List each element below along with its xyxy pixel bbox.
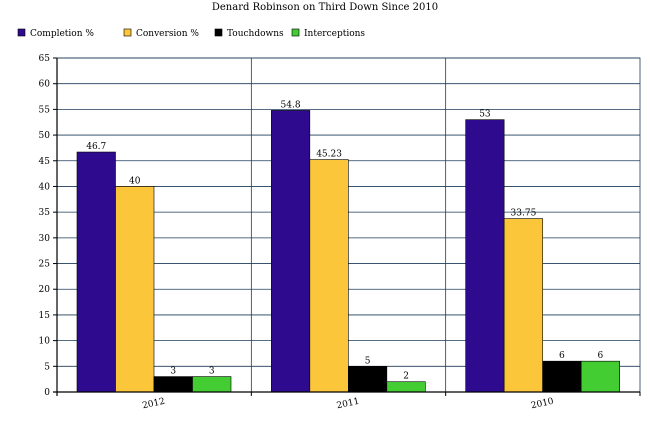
- data-label: 6: [559, 351, 565, 361]
- y-tick-label: 20: [39, 285, 51, 295]
- y-tick-label: 50: [39, 131, 51, 141]
- y-tick-label: 35: [39, 208, 51, 218]
- legend-label: Conversion %: [136, 29, 199, 39]
- y-tick-label: 0: [44, 388, 50, 398]
- legend-label: Completion %: [30, 29, 94, 39]
- y-tick-label: 65: [39, 54, 51, 64]
- data-label: 6: [598, 351, 604, 361]
- legend-label: Interceptions: [304, 29, 365, 39]
- x-tick-label: 2010: [530, 397, 555, 412]
- y-tick-label: 30: [39, 234, 51, 244]
- bar: [115, 186, 155, 393]
- bar: [465, 119, 505, 393]
- bar: [309, 159, 349, 393]
- bar: [153, 376, 193, 393]
- legend-swatch: [291, 28, 300, 37]
- data-label: 3: [170, 367, 176, 377]
- bar: [503, 218, 543, 393]
- data-label: 54.8: [281, 100, 301, 110]
- chart-title: Denard Robinson on Third Down Since 2010: [212, 2, 438, 13]
- axes: 2012 2011 2010: [53, 58, 641, 412]
- data-label: 40: [129, 176, 141, 186]
- legend-swatch: [214, 28, 223, 37]
- data-label: 45.23: [316, 150, 342, 160]
- legend-label: Touchdowns: [227, 29, 284, 39]
- x-tick-label: 2011: [336, 397, 360, 412]
- x-tick-label: 2012: [142, 397, 166, 412]
- legend-swatch: [17, 28, 26, 37]
- data-label: 33.75: [511, 209, 537, 219]
- legend-swatch: [123, 28, 132, 37]
- bar: [192, 376, 232, 393]
- legend: Completion % Conversion % Touchdowns Interc…: [17, 28, 365, 39]
- y-tick-label: 55: [39, 105, 51, 115]
- bar: [348, 366, 388, 393]
- data-label: 46.7: [86, 142, 106, 152]
- y-tick-label: 5: [44, 362, 50, 372]
- bar: [271, 110, 311, 393]
- data-label: 2: [403, 372, 409, 382]
- y-tick-label: 60: [39, 80, 51, 90]
- bar: [76, 151, 116, 393]
- y-tick-label: 25: [39, 260, 51, 270]
- y-tick-label: 15: [39, 311, 51, 321]
- y-tick-label: 40: [39, 182, 51, 192]
- bars: 46.7 40 3 3 54.8 45.23 5 2 53 33.75 6 6: [76, 100, 620, 393]
- data-label: 53: [479, 110, 491, 120]
- bar: [542, 360, 582, 393]
- y-tick-label: 10: [39, 337, 51, 347]
- bar: [386, 381, 426, 393]
- data-label: 5: [365, 356, 371, 366]
- y-tick-label: 45: [39, 157, 51, 167]
- bar: [580, 360, 620, 393]
- data-label: 3: [209, 367, 215, 377]
